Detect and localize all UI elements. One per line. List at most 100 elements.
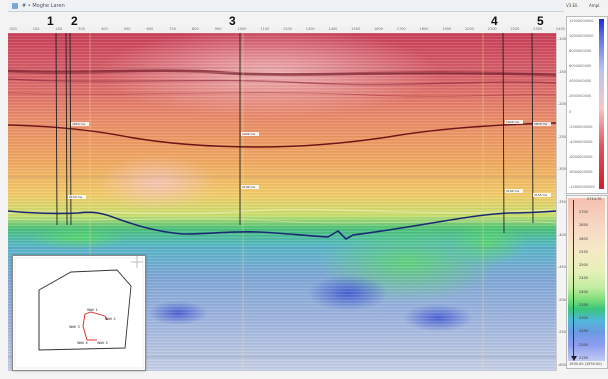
ruler-tick: 500 [123, 27, 131, 31]
window-titlebar: # • Moghe Laren [8, 1, 564, 12]
time-tick: 2300 [579, 316, 588, 321]
depth-tick: -500 [558, 297, 566, 302]
ruler-tick: 700 [169, 27, 176, 31]
ruler-tick: 2100 [487, 27, 497, 31]
ruler-tick: 1100 [260, 27, 270, 31]
well-label-4[interactable]: 4 [491, 14, 498, 28]
ruler-tick: 1000 [237, 27, 247, 31]
upper-horizon [8, 122, 556, 148]
depth-tick: -100 [558, 37, 566, 41]
colorbar-axis-line [573, 200, 574, 358]
time-tick: 2250 [579, 329, 588, 334]
well-label-2[interactable]: 2 [71, 14, 78, 28]
depth-tick: -400 [558, 232, 566, 237]
time-tick: 2600 [579, 236, 588, 241]
amplitude-colorbar[interactable]: 12000000000 10000000000 8000000000 60000000… [566, 16, 608, 194]
svg-text:Well 2: Well 2 [105, 317, 116, 321]
ruler-tick: 1900 [442, 27, 452, 31]
depth-tick: -200 [558, 102, 566, 107]
down-arrow-icon [570, 356, 577, 361]
time-tick: 2700 [579, 210, 588, 214]
amplitude-tick: 12000000000 [569, 19, 594, 23]
amplitude-tick: -10000000000 [569, 185, 595, 189]
ruler-tick: 1300 [305, 27, 315, 31]
well-label-3[interactable]: 3 [229, 14, 236, 28]
time-gradient [568, 198, 605, 361]
amplitude-tick: 0 [569, 109, 572, 114]
ruler-tick: 1200 [283, 27, 292, 31]
time-tick: 2200 [579, 342, 588, 347]
colorbar-footer: 1930.00 (1930.00) [569, 362, 602, 366]
app-icon [12, 3, 18, 9]
svg-text:2140 ms: 2140 ms [242, 185, 256, 189]
amplitude-tick: 2000000000 [569, 94, 592, 99]
ruler-tick: 800 [192, 27, 199, 31]
ruler-tick: 400 [101, 27, 108, 31]
depth-tick: -250 [558, 134, 566, 139]
ruler-tick: 2400 [556, 27, 565, 31]
ruler-tick: 2200 [510, 27, 520, 31]
colorbar-top-value: 2714.70 [587, 197, 602, 201]
ruler-tick: 1500 [351, 27, 361, 31]
ruler-tick: 300 [78, 27, 85, 31]
depth-tick: -450 [558, 265, 566, 270]
amplitude-tick: -2000000000 [569, 124, 593, 129]
svg-text:Well 1: Well 1 [87, 308, 98, 312]
time-tick: 2550 [579, 249, 588, 254]
ruler-tick: 600 [146, 27, 154, 31]
ruler-tick: 1600 [374, 27, 383, 31]
lower-horizon [8, 210, 556, 240]
amplitude-gradient [599, 19, 604, 189]
time-tick: 2350 [579, 302, 588, 307]
svg-text:Well 4: Well 4 [77, 341, 88, 345]
ruler-tick: 900 [214, 27, 222, 31]
depth-axis: -100 -150 -200 -250 -300 -350 -400 -450 -500 -550… [556, 33, 567, 371]
ruler-tick: 2000 [465, 27, 474, 31]
well-paths-map [82, 311, 108, 341]
amplitude-tick: 8000000000 [569, 49, 592, 54]
ruler-tick: 1700 [396, 27, 406, 31]
well-label-5[interactable]: 5 [537, 14, 544, 28]
svg-text:1900 ms: 1900 ms [242, 132, 256, 136]
svg-text:1920 ms: 1920 ms [506, 120, 520, 124]
svg-text:2150 ms: 2150 ms [69, 195, 83, 199]
well-label-1[interactable]: 1 [47, 14, 54, 28]
amplitude-tick: 4000000000 [569, 79, 592, 84]
depth-tick: -300 [558, 167, 566, 172]
ruler-tick: 100 [32, 27, 40, 31]
svg-text:2160 ms: 2160 ms [506, 189, 520, 193]
basemap-inset[interactable]: Well 1 Well 2 Well 3 Well 4 Well 5 [12, 255, 146, 371]
ruler-tick: 000 [10, 27, 17, 31]
time-tick: 2650 [579, 223, 588, 228]
depth-tick: -350 [558, 200, 566, 204]
colorbar-header: V3 Ell. Ampl. [565, 2, 607, 14]
ruler-tick: 200 [55, 27, 63, 31]
colorbar-header-right: Ampl. [589, 3, 601, 8]
ruler-tick: 1800 [419, 27, 429, 31]
svg-text:1870 ms: 1870 ms [534, 122, 548, 126]
basemap: Well 1 Well 2 Well 3 Well 4 Well 5 [13, 256, 145, 370]
svg-text:Well 3: Well 3 [69, 325, 80, 329]
colorbar-header-left: V3 Ell. [566, 3, 579, 8]
time-tick: 2450 [579, 276, 588, 281]
window-title: # • Moghe Laren [22, 3, 65, 9]
amplitude-tick: 6000000000 [569, 64, 592, 69]
ruler-tick: 2300 [533, 27, 543, 31]
depth-tick: -600 [558, 363, 566, 367]
amplitude-tick: -8000000000 [569, 169, 593, 174]
svg-text:2155 ms: 2155 ms [534, 193, 548, 197]
depth-tick: -150 [558, 69, 566, 74]
time-tick: 2150 [579, 356, 588, 360]
well-tags: 1850 ms 1900 ms 1920 ms 1870 ms 2150 ms … [68, 120, 551, 199]
ruler-tick: 1400 [328, 27, 338, 31]
amplitude-tick: -4000000000 [569, 139, 593, 144]
amplitude-tick: 10000000000 [569, 34, 594, 39]
time-tick: 2500 [579, 263, 588, 268]
svg-text:Well 5: Well 5 [97, 341, 108, 345]
time-tick: 2400 [579, 289, 588, 294]
time-colorbar[interactable]: 2714.70 1930.00 (1930.00) 2700 2650 2600 25… [566, 195, 608, 369]
svg-text:1850 ms: 1850 ms [72, 122, 86, 126]
well-trajectories [55, 33, 534, 234]
depth-tick: -550 [558, 330, 566, 335]
